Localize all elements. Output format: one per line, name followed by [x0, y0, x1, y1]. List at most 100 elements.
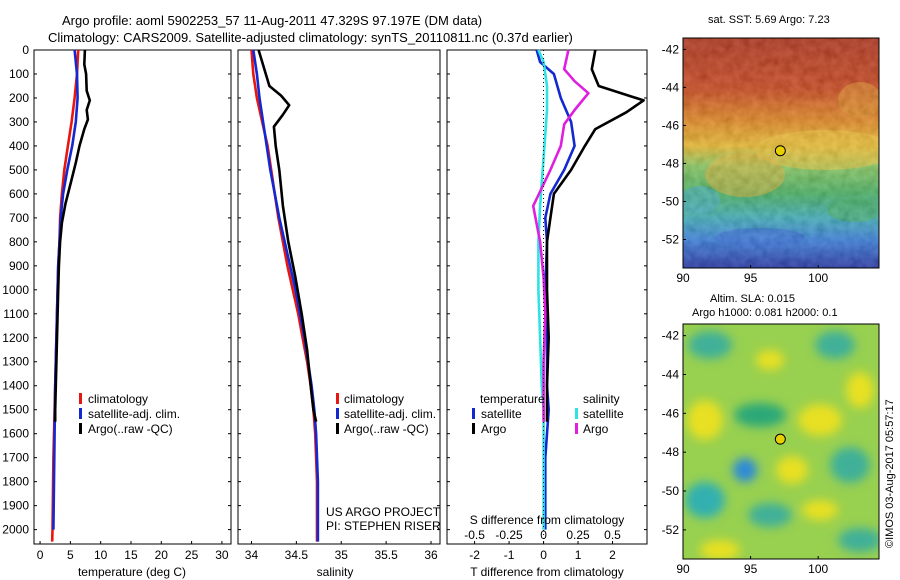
axis-ticks: 0100200300400500600700800900100011001200…	[2, 43, 647, 562]
difference-legend: temperature salinity satellite Argo sate…	[472, 392, 624, 436]
x-tick-label: 30	[215, 548, 229, 562]
legend-swatch-climatology	[79, 393, 82, 404]
legend-swatch-salinity-argo	[575, 423, 578, 434]
map-x-tick-label: 90	[676, 271, 690, 285]
series-line-argo	[545, 49, 645, 422]
legend-label-argo: Argo(..raw -QC)	[88, 422, 173, 436]
depth-tick-label: 300	[9, 115, 29, 129]
figure-title-line2: Climatology: CARS2009. Satellite-adjuste…	[48, 30, 573, 45]
legend-label-satellite: satellite-adj. clim.	[88, 407, 180, 421]
series-line-argo	[531, 49, 590, 422]
legend-swatch-argo	[79, 423, 82, 434]
map-x-tick-label: 90	[676, 562, 690, 576]
x-tick-label: 34.5	[285, 548, 309, 562]
depth-tick-label: 1800	[2, 475, 29, 489]
depth-tick-label: 700	[9, 211, 29, 225]
depth-tick-label: 1700	[2, 451, 29, 465]
legend-label-temperature-satellite: satellite	[481, 407, 522, 421]
map-x-tick-label: 100	[808, 562, 828, 576]
depth-tick-label: 0	[22, 43, 29, 57]
map-y-tick-label: -42	[662, 329, 680, 343]
legend-label-salinity-argo: Argo	[583, 422, 609, 436]
t-difference-axis-label: T difference from climatology	[470, 565, 624, 579]
depth-tick-label: 1400	[2, 379, 29, 393]
salinity-axis-label: salinity	[317, 565, 354, 579]
legend-label-temperature-argo: Argo	[481, 422, 507, 436]
legend-swatch-temperature-satellite	[472, 408, 475, 419]
legend-label-salinity-satellite: satellite	[583, 407, 624, 421]
x-tick-label: 20	[155, 548, 169, 562]
series-line-climatology	[250, 49, 319, 542]
legend-swatch-argo	[336, 423, 339, 434]
map-y-tick-label: -46	[662, 406, 680, 420]
map-y-tick-label: -44	[662, 367, 680, 381]
depth-tick-label: 100	[9, 67, 29, 81]
x2-tick-label: 0.25	[566, 528, 590, 542]
imos-timestamp: ©IMOS 03-Aug-2017 05:57:17	[884, 399, 896, 548]
sst-map-frame	[682, 37, 880, 269]
x-tick-label: 0	[37, 548, 44, 562]
map-y-tick-label: -48	[662, 156, 680, 170]
x-tick-label: 5	[67, 548, 74, 562]
legend-label-climatology: climatology	[344, 392, 404, 406]
salinity-legend: climatology satellite-adj. clim. Argo(..…	[336, 392, 436, 436]
x-tick-label: 0	[540, 548, 547, 562]
depth-tick-label: 1600	[2, 427, 29, 441]
x-tick-label: 34	[245, 548, 259, 562]
salinity-panel-frame	[237, 49, 441, 545]
depth-tick-label: 400	[9, 139, 29, 153]
depth-tick-label: 900	[9, 259, 29, 273]
depth-tick-label: 2000	[2, 523, 29, 537]
depth-tick-label: 600	[9, 187, 29, 201]
x-tick-label: 25	[185, 548, 199, 562]
sst-map-image	[683, 38, 879, 268]
depth-tick-label: 1300	[2, 355, 29, 369]
map-x-tick-label: 95	[744, 271, 758, 285]
map-y-tick-label: -42	[662, 42, 680, 56]
depth-tick-label: 1000	[2, 283, 29, 297]
x2-tick-label: -0.25	[495, 528, 523, 542]
series-line-satellite-adj-clim-	[252, 49, 320, 542]
figure-title-line1: Argo profile: aoml 5902253_57 11-Aug-201…	[62, 13, 482, 28]
legend-label-argo: Argo(..raw -QC)	[344, 422, 429, 436]
depth-tick-label: 500	[9, 163, 29, 177]
argo-location-marker	[774, 433, 786, 445]
map-y-tick-label: -44	[662, 80, 680, 94]
x-tick-label: -1	[504, 548, 515, 562]
map-y-tick-label: -50	[662, 194, 680, 208]
s-difference-axis-label: S difference from climatology	[470, 513, 625, 527]
sla-map-title-line2: Argo h1000: 0.081 h2000: 0.1	[692, 307, 838, 319]
x-tick-label: 10	[94, 548, 108, 562]
project-credit: US ARGO PROJECT	[326, 505, 441, 519]
temperature-axis-label: temperature (deg C)	[78, 565, 186, 579]
depth-tick-label: 1100	[3, 307, 29, 321]
series-line-satellite	[537, 49, 549, 530]
x-tick-label: -2	[469, 548, 480, 562]
series-line-argo-raw-qc-	[53, 49, 92, 422]
legend-swatch-climatology	[336, 393, 339, 404]
argo-location-marker	[774, 145, 786, 157]
depth-tick-label: 1900	[2, 499, 29, 513]
legend-label-climatology: climatology	[88, 392, 148, 406]
legend-swatch-satellite	[336, 408, 339, 419]
temperature-legend: climatology satellite-adj. clim. Argo(..…	[79, 392, 180, 436]
x2-tick-label: -0.5	[464, 528, 485, 542]
legend-swatch-salinity-satellite	[575, 408, 578, 419]
series-line-argo-raw-qc-	[257, 49, 318, 422]
map-y-tick-label: -52	[662, 232, 680, 246]
map-y-tick-label: -48	[662, 445, 680, 459]
depth-tick-label: 800	[9, 235, 29, 249]
x-tick-label: 1	[575, 548, 582, 562]
x-tick-label: 35	[335, 548, 349, 562]
legend-label-satellite: satellite-adj. clim.	[344, 407, 436, 421]
legend-group-temperature: temperature	[480, 392, 545, 406]
x-tick-label: 2	[609, 548, 616, 562]
sst-map-ticks: 90 95 100 -42 -44 -46 -48 -50 -52	[662, 42, 829, 285]
depth-tick-label: 1500	[2, 403, 29, 417]
profile-lines	[50, 49, 645, 542]
legend-swatch-satellite	[79, 408, 82, 419]
x-tick-label: 36	[424, 548, 438, 562]
difference-panel-frame	[446, 49, 648, 545]
map-y-tick-label: -52	[662, 523, 680, 537]
